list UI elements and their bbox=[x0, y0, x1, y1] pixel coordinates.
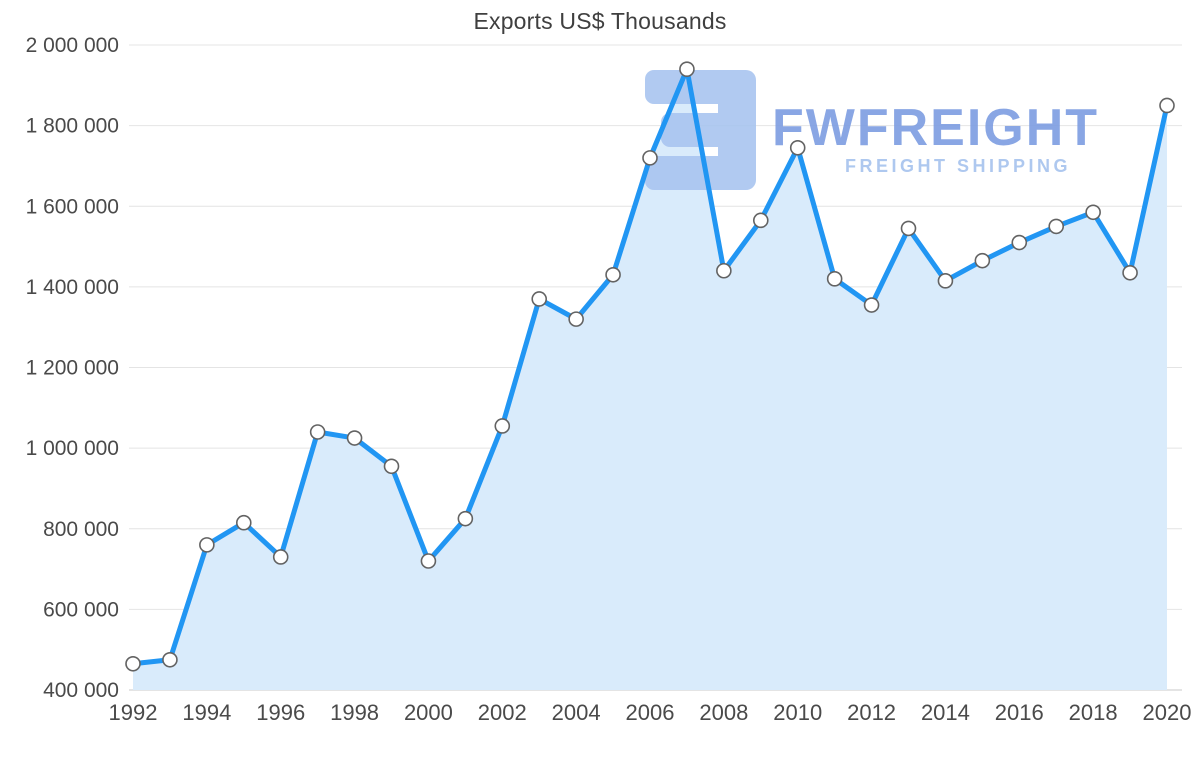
x-tick-label: 2002 bbox=[478, 700, 527, 725]
x-tick-label: 2004 bbox=[552, 700, 601, 725]
y-tick-label: 1 200 000 bbox=[26, 357, 119, 380]
data-point-marker[interactable] bbox=[125, 655, 141, 672]
x-tick-label: 2014 bbox=[921, 700, 970, 725]
brand-tagline: FREIGHT SHIPPING bbox=[845, 156, 1071, 176]
y-tick-label: 1 000 000 bbox=[26, 437, 119, 460]
data-point-marker[interactable] bbox=[1122, 264, 1138, 281]
data-point-marker[interactable] bbox=[346, 430, 363, 446]
y-tick-label: 2 000 000 bbox=[26, 34, 119, 57]
data-point-marker[interactable] bbox=[863, 297, 880, 313]
data-point-marker[interactable] bbox=[789, 139, 806, 156]
x-tick-label: 1994 bbox=[182, 700, 231, 725]
data-point-marker[interactable] bbox=[162, 651, 178, 668]
data-point-marker[interactable] bbox=[974, 252, 991, 269]
x-tick-label: 2006 bbox=[626, 700, 675, 725]
data-point-marker[interactable] bbox=[1011, 234, 1028, 251]
data-point-marker[interactable] bbox=[457, 510, 474, 527]
data-point-marker[interactable] bbox=[900, 220, 917, 237]
x-tick-label: 2000 bbox=[404, 700, 453, 725]
data-point-marker[interactable] bbox=[679, 61, 695, 77]
data-point-marker[interactable] bbox=[752, 212, 769, 229]
data-point-marker[interactable] bbox=[309, 424, 326, 440]
data-point-marker[interactable] bbox=[235, 514, 252, 531]
data-point-marker[interactable] bbox=[716, 262, 732, 279]
y-tick-label: 400 000 bbox=[43, 679, 119, 702]
data-point-marker[interactable] bbox=[531, 291, 548, 307]
x-tick-label: 2012 bbox=[847, 700, 896, 725]
fwfreight-logo-icon bbox=[645, 70, 756, 190]
x-tick-label: 2018 bbox=[1069, 700, 1118, 725]
data-point-marker[interactable] bbox=[642, 150, 658, 166]
x-tick-label: 1998 bbox=[330, 700, 379, 725]
y-tick-label: 1 600 000 bbox=[26, 195, 119, 218]
data-point-marker[interactable] bbox=[494, 418, 511, 434]
y-tick-label: 1 400 000 bbox=[26, 276, 119, 299]
y-tick-label: 1 800 000 bbox=[26, 115, 119, 138]
chart-title: Exports US$ Thousands bbox=[473, 8, 727, 34]
x-tick-label: 2010 bbox=[773, 700, 822, 725]
x-tick-label: 2008 bbox=[699, 700, 748, 725]
watermark: FWFREIGHT FREIGHT SHIPPING bbox=[645, 70, 1099, 190]
data-point-marker[interactable] bbox=[1159, 97, 1175, 114]
data-point-marker[interactable] bbox=[1048, 218, 1065, 235]
y-tick-label: 800 000 bbox=[43, 518, 119, 541]
data-point-marker[interactable] bbox=[383, 458, 400, 475]
data-point-marker[interactable] bbox=[605, 266, 621, 283]
chart-line-layer bbox=[125, 61, 1175, 672]
data-point-marker[interactable] bbox=[1085, 204, 1101, 221]
data-point-marker[interactable] bbox=[826, 271, 843, 287]
x-tick-label: 2016 bbox=[995, 700, 1044, 725]
data-point-marker[interactable] bbox=[272, 549, 289, 565]
x-tick-label: 2020 bbox=[1143, 700, 1192, 725]
series-area bbox=[133, 69, 1167, 690]
x-tick-label: 1992 bbox=[109, 700, 158, 725]
data-point-marker[interactable] bbox=[420, 553, 437, 569]
x-tick-label: 1996 bbox=[256, 700, 305, 725]
data-point-marker[interactable] bbox=[568, 311, 584, 327]
data-point-marker[interactable] bbox=[199, 537, 215, 553]
chart-area-layer: 400 000 600 000 800 000 1 000 000 1 200 000 1… bbox=[26, 34, 1192, 725]
data-point-marker[interactable] bbox=[937, 273, 954, 289]
y-tick-label: 600 000 bbox=[43, 598, 119, 621]
brand-name: FWFREIGHT bbox=[772, 99, 1099, 157]
